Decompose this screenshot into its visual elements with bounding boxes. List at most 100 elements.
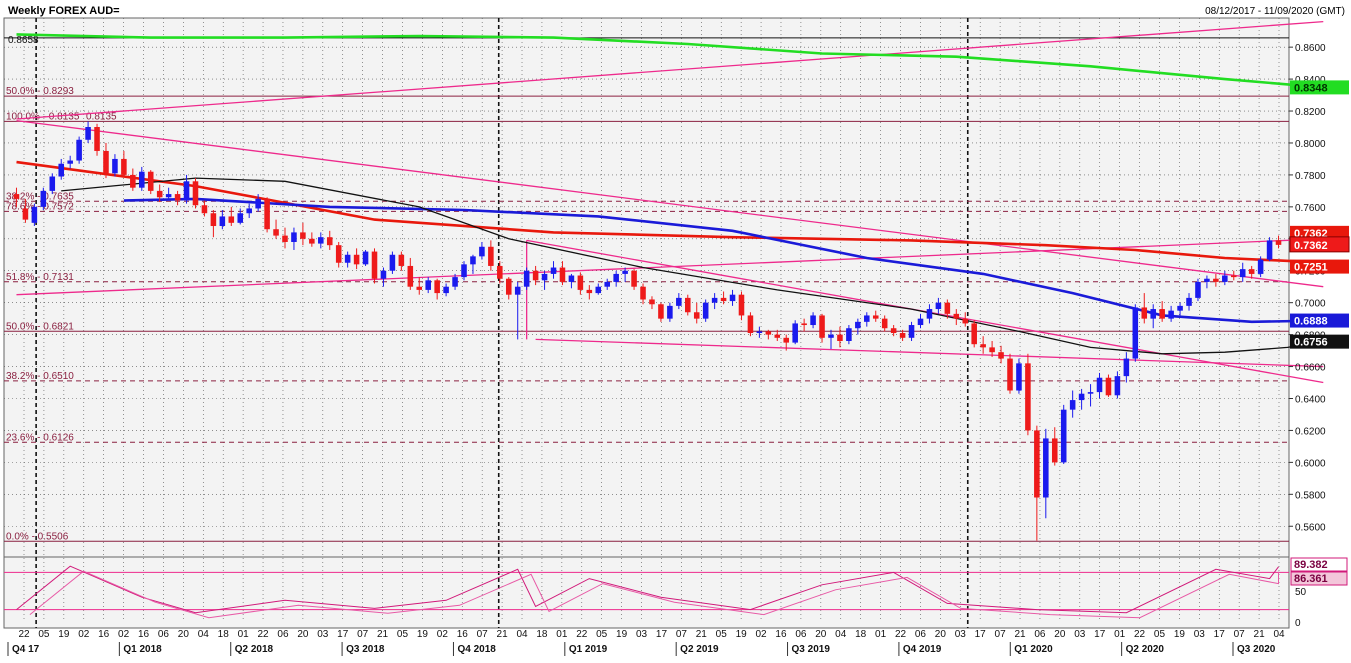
- y-tick-label: 0.8600: [1295, 43, 1326, 54]
- candle-body: [165, 194, 172, 198]
- candle-body: [1159, 309, 1165, 319]
- candle-body: [318, 237, 324, 244]
- x-tick-label: 02: [118, 629, 130, 640]
- candle-body: [702, 302, 709, 319]
- x-tick-label: 03: [1194, 629, 1206, 640]
- candle-body: [174, 194, 181, 201]
- y-tick-label: 0.7800: [1295, 171, 1326, 182]
- trendline: [16, 20, 1324, 120]
- oscillator-tick-label: 0: [1295, 618, 1301, 629]
- last-price-box: [1289, 236, 1350, 253]
- x-tick-label: 01: [875, 629, 887, 640]
- candle-body: [810, 315, 816, 326]
- candle-body: [953, 313, 960, 319]
- x-tick-label: 02: [756, 629, 768, 640]
- candle-body: [676, 297, 682, 306]
- candle-body: [488, 246, 494, 266]
- candle-body: [890, 328, 897, 334]
- fib-label: 0.0% - 0.5506: [6, 531, 69, 542]
- x-tick-label: 21: [696, 629, 708, 640]
- price-tag-label: 0.7251: [1294, 262, 1328, 274]
- chart-title: Weekly FOREX AUD=: [8, 5, 120, 17]
- trendline: [16, 119, 1324, 288]
- candle-body: [1230, 275, 1237, 278]
- candle-body: [1025, 363, 1031, 431]
- x-tick-label: 21: [1014, 629, 1026, 640]
- candle-body: [613, 273, 619, 282]
- candle-body: [353, 254, 360, 265]
- candle-body: [1105, 377, 1112, 396]
- x-tick-label: 17: [656, 629, 668, 640]
- candle-body: [1257, 259, 1264, 274]
- candle-body: [434, 280, 440, 294]
- candle-body: [425, 280, 431, 290]
- y-tick-label: 0.6000: [1295, 458, 1326, 469]
- candle-body: [398, 254, 405, 266]
- candle-body: [147, 171, 154, 191]
- candle-body: [58, 163, 65, 177]
- candle-body: [622, 270, 628, 274]
- x-tick-label: 18: [855, 629, 867, 640]
- candle-body: [998, 352, 1004, 359]
- candle-body: [846, 328, 852, 341]
- x-tick-label: 07: [357, 629, 369, 640]
- quarter-label: Q4 17: [12, 644, 40, 655]
- candle-body: [765, 331, 772, 335]
- candle-body: [756, 331, 763, 334]
- x-tick-label: 20: [297, 629, 309, 640]
- fib-extra-label: 0.8135: [86, 111, 117, 122]
- candle-body: [792, 323, 798, 343]
- x-tick-label: 17: [975, 629, 987, 640]
- candle-body: [658, 304, 664, 319]
- candle-body: [550, 267, 557, 274]
- oscillator-line: [29, 570, 1279, 619]
- quarter-label: Q2 2018: [235, 644, 274, 655]
- candle-body: [1275, 240, 1282, 245]
- candle-body: [1043, 438, 1049, 498]
- candle-body: [273, 229, 279, 236]
- candle-body: [1168, 310, 1174, 319]
- candle-body: [559, 267, 566, 282]
- candle-body: [855, 321, 861, 329]
- candle-body: [210, 213, 217, 227]
- candle-body: [40, 190, 47, 207]
- x-tick-label: 07: [1234, 629, 1246, 640]
- y-tick-label: 0.5800: [1295, 490, 1326, 501]
- candle-body: [693, 312, 700, 319]
- candle-body: [1186, 297, 1192, 306]
- price-tag-label: 0.8348: [1294, 82, 1328, 94]
- y-tick-label: 0.6600: [1295, 363, 1326, 374]
- candle-body: [335, 245, 342, 263]
- fib-label: 50.0% - 0.8293: [6, 86, 74, 97]
- candle-body: [505, 278, 512, 295]
- x-tick-label: 06: [158, 629, 170, 640]
- candle-body: [219, 216, 226, 227]
- candle-body: [1096, 377, 1103, 393]
- x-tick-label: 05: [397, 629, 409, 640]
- candle-body: [407, 265, 414, 287]
- x-tick-label: 06: [795, 629, 807, 640]
- candle-body: [774, 334, 781, 338]
- x-tick-label: 22: [18, 629, 30, 640]
- candle-body: [989, 347, 995, 353]
- candle-body: [586, 289, 593, 294]
- quarter-label: Q3 2020: [1237, 644, 1276, 655]
- candle-body: [228, 216, 235, 223]
- candle-body: [1060, 409, 1067, 463]
- x-tick-label: 19: [417, 629, 429, 640]
- candle-body: [1007, 358, 1013, 391]
- candle-body: [1213, 278, 1219, 282]
- x-tick-label: 06: [277, 629, 289, 640]
- candle-body: [31, 206, 38, 223]
- candle-body: [908, 325, 915, 338]
- candle-body: [362, 251, 369, 265]
- x-tick-label: 05: [1154, 629, 1166, 640]
- candle-body: [1150, 309, 1156, 319]
- quarter-label: Q4 2019: [903, 644, 942, 655]
- candle-body: [1034, 430, 1040, 498]
- x-tick-label: 16: [457, 629, 469, 640]
- x-tick-label: 18: [536, 629, 548, 640]
- candle-body: [309, 238, 315, 244]
- moving-average-line: [16, 33, 1324, 89]
